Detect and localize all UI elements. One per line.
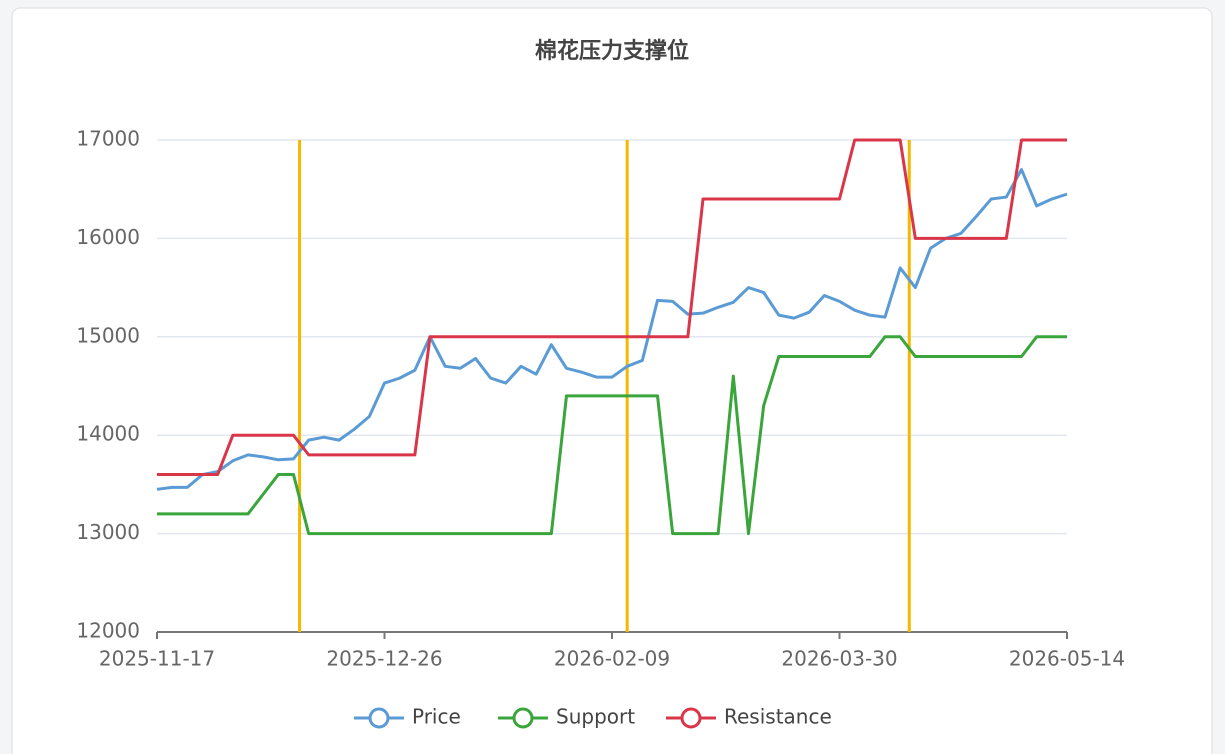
- legend-label: Resistance: [724, 705, 832, 729]
- legend-marker: [512, 707, 534, 729]
- x-tick-label: 2026-05-14: [1009, 647, 1125, 671]
- series-line: [157, 138, 1067, 477]
- x-tick-label: 2025-12-26: [326, 647, 442, 671]
- legend-marker: [368, 707, 390, 729]
- series-line: [157, 335, 1067, 536]
- y-tick-label: 14000: [76, 422, 140, 446]
- x-tick-label: 2026-03-30: [781, 647, 897, 671]
- x-tick-label: 2025-11-17: [99, 647, 215, 671]
- x-tick-label: 2026-02-09: [554, 647, 670, 671]
- card: [11, 7, 1213, 754]
- chart-title: 棉花压力支撑位: [535, 38, 689, 64]
- legend-label: Support: [556, 705, 635, 729]
- legend-marker: [680, 707, 702, 729]
- y-tick-label: 17000: [76, 127, 140, 151]
- y-tick-label: 16000: [76, 225, 140, 249]
- legend-label: Price: [412, 705, 461, 729]
- y-tick-label: 13000: [76, 520, 140, 544]
- series-line: [156, 168, 1068, 491]
- y-tick-label: 12000: [76, 619, 140, 643]
- y-tick-label: 15000: [76, 323, 140, 347]
